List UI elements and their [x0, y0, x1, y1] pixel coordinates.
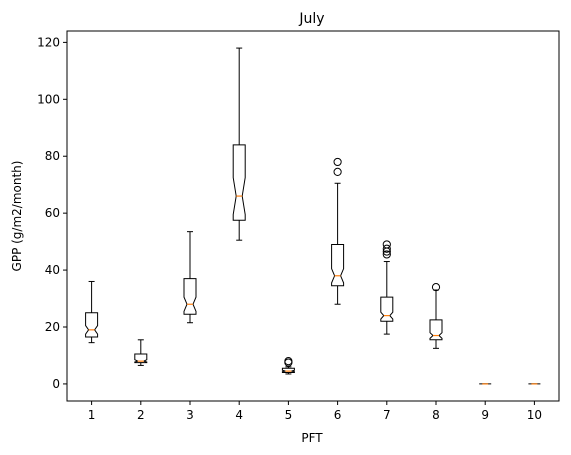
box-1	[85, 280, 99, 344]
box-6	[331, 157, 345, 305]
x-tick-label: 2	[137, 408, 145, 422]
y-axis-label: GPP (g/m2/month)	[10, 161, 24, 272]
outlier-point	[431, 283, 441, 292]
outlier-point	[382, 250, 391, 259]
outlier-point	[333, 157, 342, 167]
y-tick-label: 80	[45, 149, 60, 163]
box-body	[134, 353, 148, 364]
plot-area	[85, 47, 541, 385]
y-tick-label: 120	[37, 35, 60, 49]
x-axis: 1 2 3 4 5 6 7 8 9 10	[88, 401, 542, 422]
chart-title: July	[298, 11, 324, 27]
box-body	[429, 319, 443, 341]
x-tick-label: 6	[334, 408, 342, 422]
y-tick-label: 60	[45, 206, 60, 220]
box-3	[183, 231, 197, 324]
x-tick-label: 10	[527, 408, 542, 422]
x-tick-label: 4	[235, 408, 243, 422]
outlier-point	[382, 240, 391, 249]
box-8	[429, 283, 443, 349]
box-body	[331, 243, 345, 287]
box-5	[281, 357, 295, 375]
y-tick-label: 40	[45, 263, 60, 277]
x-tick-label: 9	[481, 408, 489, 422]
box-body	[183, 278, 197, 315]
box-body	[85, 312, 99, 338]
box-4	[232, 47, 246, 241]
x-tick-label: 5	[285, 408, 293, 422]
y-tick-label: 20	[45, 320, 60, 334]
x-axis-label: PFT	[301, 431, 323, 445]
x-tick-label: 1	[88, 408, 96, 422]
x-tick-label: 7	[383, 408, 391, 422]
outlier-point	[382, 244, 391, 253]
box-2	[134, 339, 148, 366]
y-axis: 0 20 40 60 80 100 120	[37, 35, 67, 391]
outlier-point	[333, 167, 342, 176]
x-tick-label: 8	[432, 408, 440, 422]
outlier-point	[284, 357, 293, 366]
y-tick-label: 100	[37, 92, 60, 106]
x-tick-label: 3	[186, 408, 194, 422]
box-body	[380, 296, 394, 322]
axes-frame	[66, 30, 560, 402]
y-tick-label: 0	[52, 377, 60, 391]
box-body	[281, 367, 295, 374]
box-7	[380, 240, 394, 335]
box-body	[232, 144, 246, 221]
